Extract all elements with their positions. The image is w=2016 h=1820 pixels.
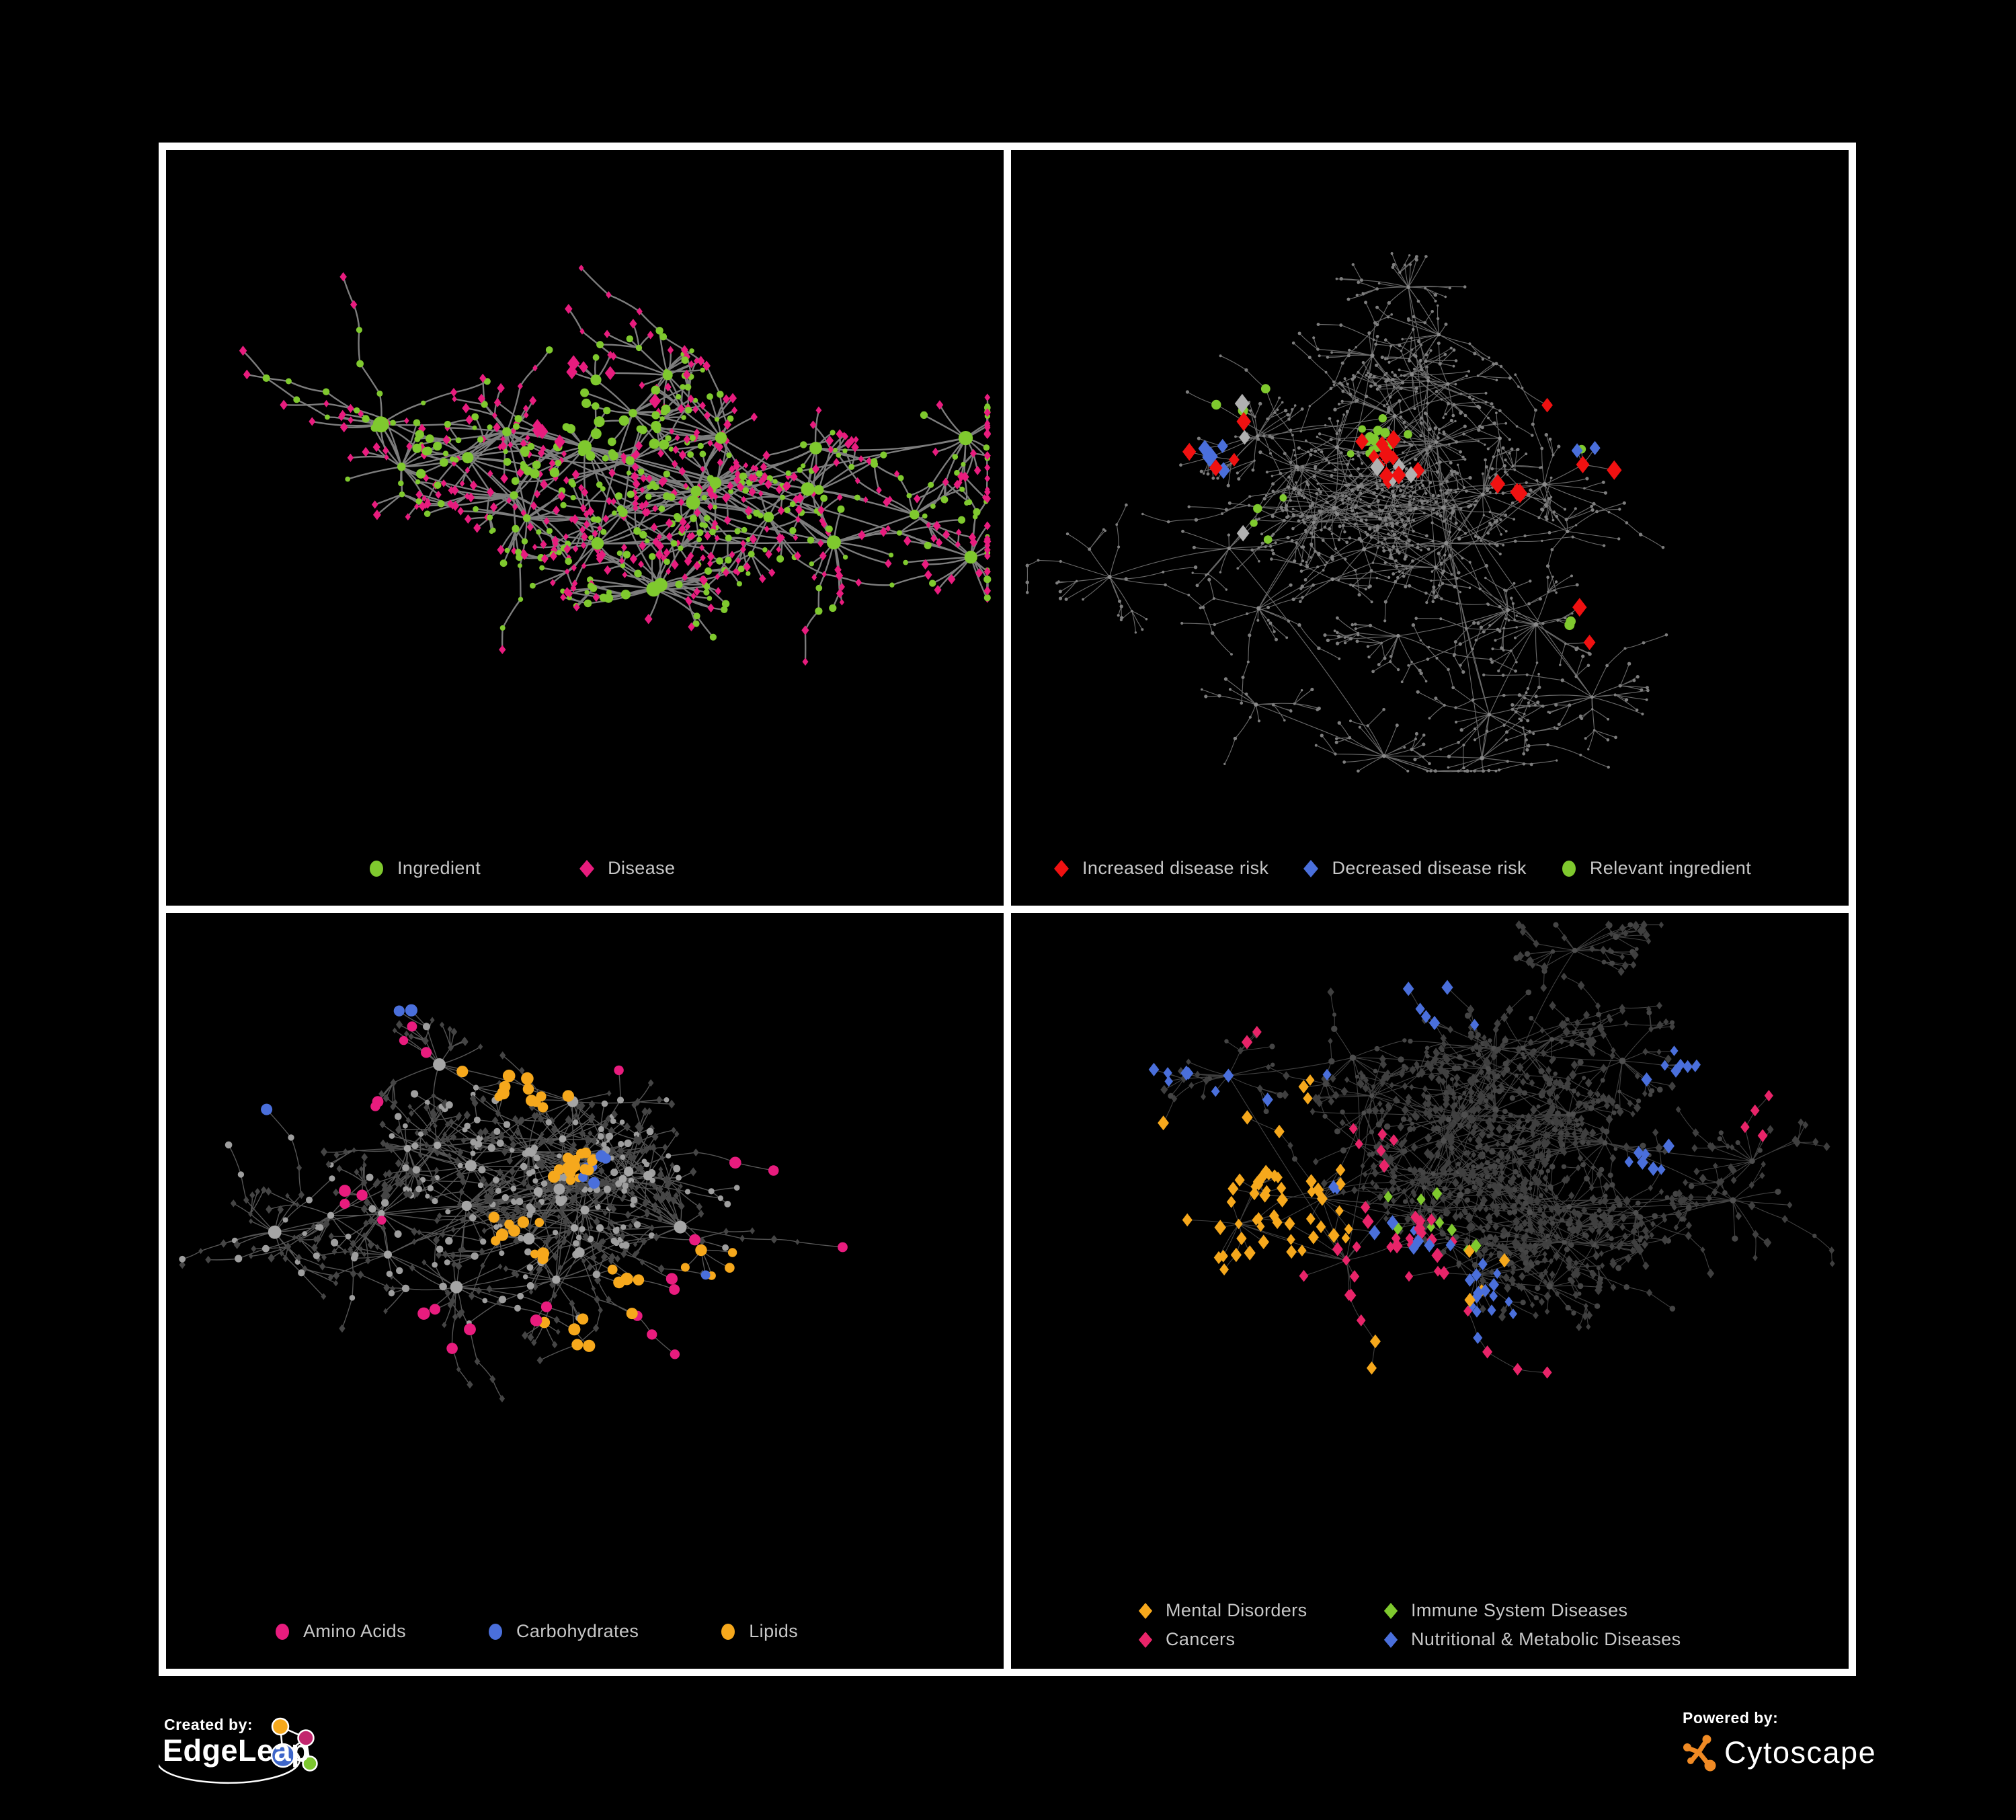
legend-item: Immune System Diseases (1383, 1600, 1681, 1621)
network-macronutrients (179, 1004, 848, 1402)
legend-item: Nutritional & Metabolic Diseases (1383, 1629, 1681, 1650)
legend-label: Mental Disorders (1166, 1600, 1307, 1620)
legend-item: Relevant ingredient (1560, 858, 1751, 879)
increased-risk-diamond-icon (1054, 859, 1069, 877)
panel-macronutrients: Amino Acids Carbohydrates Lipids (166, 913, 1004, 1669)
ingredient-circle-icon (370, 860, 383, 877)
legend-label: Immune System Diseases (1411, 1600, 1628, 1620)
legend-item: Carbohydrates (487, 1621, 639, 1642)
disease-diamond-icon (579, 859, 595, 877)
edgeleap-swoosh (159, 1751, 300, 1784)
legend-ingredient-disease: Ingredient Disease (368, 858, 675, 879)
legend-label: Decreased disease risk (1332, 858, 1527, 878)
legend-label: Ingredient (397, 858, 481, 878)
network-disease-risk (1025, 252, 1668, 773)
edgeleap-credit: Created by: EdgeLeap (159, 1709, 360, 1790)
cancers-diamond-icon (1138, 1631, 1153, 1648)
legend-item: Increased disease risk (1053, 858, 1268, 879)
amino-acids-circle-icon (276, 1623, 289, 1640)
carbohydrates-circle-icon (488, 1623, 502, 1640)
edgeleap-node-orange (271, 1717, 290, 1736)
nutritional-metabolic-diamond-icon (1383, 1631, 1398, 1648)
panel-disease-categories: Mental Disorders Immune System Diseases … (1011, 913, 1849, 1669)
created-by-label: Created by: (164, 1716, 253, 1733)
powered-by-label: Powered by: (1683, 1709, 1779, 1727)
legend-item: Lipids (719, 1621, 798, 1642)
relevant-ingredient-circle-icon (1562, 860, 1576, 877)
cytoscape-nodes (1683, 1735, 1716, 1772)
edgeleap-node-green (302, 1755, 318, 1772)
legend-macronutrients: Amino Acids Carbohydrates Lipids (274, 1621, 798, 1642)
edgeleap-node-magenta (297, 1729, 315, 1747)
legend-label: Amino Acids (303, 1621, 406, 1641)
edgeleap-logo-icon (159, 1717, 318, 1784)
immune-system-diamond-icon (1383, 1602, 1398, 1619)
legend-item: Cancers (1137, 1629, 1383, 1650)
legend-label: Cancers (1166, 1629, 1236, 1649)
legend-label: Carbohydrates (516, 1621, 639, 1641)
legend-item: Amino Acids (274, 1621, 406, 1642)
edgeleap-wordmark: EdgeLeap (163, 1733, 311, 1768)
mental-disorders-diamond-icon (1138, 1602, 1153, 1619)
legend-label: Relevant ingredient (1589, 858, 1752, 878)
legend-item: Decreased disease risk (1302, 858, 1526, 879)
network-disease-categories (1148, 920, 1835, 1379)
network-ingredient-disease (239, 264, 992, 666)
legend-disease-categories: Mental Disorders Immune System Diseases … (1137, 1600, 1681, 1650)
panel-ingredient-disease: Ingredient Disease (166, 150, 1004, 906)
lipids-circle-icon (721, 1623, 735, 1640)
legend-item: Mental Disorders (1137, 1600, 1383, 1621)
cytoscape-wordmark: Cytoscape (1724, 1735, 1877, 1770)
cytoscape-credit: Powered by: Cytoscape (1683, 1709, 1876, 1773)
legend-label: Disease (608, 858, 676, 878)
cytoscape-logo-icon (1683, 1735, 1716, 1772)
legend-label: Lipids (749, 1621, 799, 1641)
edgeleap-node-blue (270, 1743, 296, 1768)
figure-grid: Ingredient Disease Increased disease ris… (159, 143, 1856, 1676)
legend-label: Nutritional & Metabolic Diseases (1411, 1629, 1681, 1649)
decreased-risk-diamond-icon (1303, 859, 1319, 877)
panel-disease-risk: Increased disease risk Decreased disease… (1011, 150, 1849, 906)
legend-item: Disease (578, 858, 675, 879)
legend-label: Increased disease risk (1082, 858, 1269, 878)
legend-disease-risk: Increased disease risk Decreased disease… (1053, 858, 1751, 879)
legend-item: Ingredient (368, 858, 481, 879)
